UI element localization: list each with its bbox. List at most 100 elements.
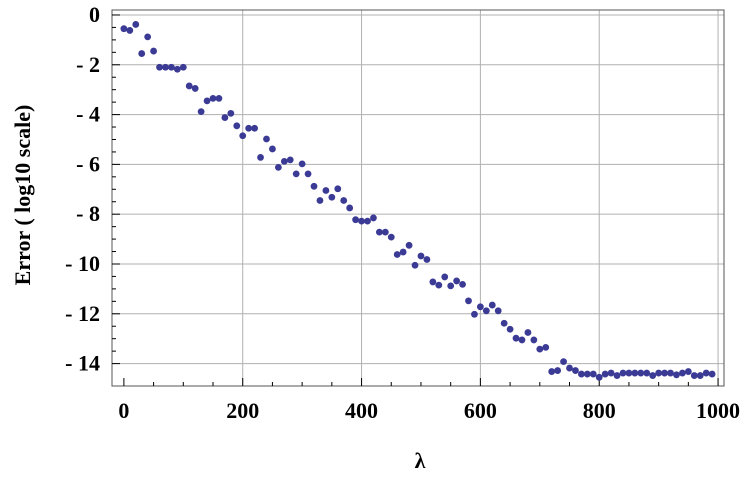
data-point xyxy=(251,124,259,132)
data-point xyxy=(245,124,253,132)
grid-lines xyxy=(112,10,724,386)
data-point xyxy=(572,367,579,374)
y-tick-label: - 8 xyxy=(76,201,100,226)
data-point xyxy=(423,256,431,263)
y-tick-label: - 2 xyxy=(76,52,100,77)
data-point xyxy=(684,368,692,375)
data-point xyxy=(577,370,585,378)
data-point xyxy=(215,94,223,102)
data-point xyxy=(156,63,163,71)
data-point xyxy=(168,63,175,71)
data-point xyxy=(690,372,698,379)
data-point xyxy=(286,156,294,164)
data-point xyxy=(566,364,573,372)
data-point xyxy=(316,197,324,204)
data-point xyxy=(375,228,383,236)
data-point xyxy=(595,373,603,381)
y-tick-label: - 6 xyxy=(76,151,100,176)
data-point xyxy=(227,109,235,117)
data-point xyxy=(506,325,514,333)
data-point xyxy=(494,307,502,315)
data-point xyxy=(352,216,360,224)
data-point xyxy=(274,163,282,171)
data-point xyxy=(263,135,270,143)
y-axis-ticks: 0 - 2 - 4 - 6 - 8 - 10 - 12 - 14 xyxy=(65,2,120,376)
data-point xyxy=(179,63,187,71)
data-point xyxy=(661,369,668,377)
data-point xyxy=(488,301,496,309)
plot-frame xyxy=(111,9,725,387)
data-point xyxy=(126,27,134,34)
data-point xyxy=(560,358,567,365)
data-point xyxy=(471,310,478,318)
data-point xyxy=(583,370,591,378)
data-point xyxy=(655,369,663,377)
x-tick-label: 800 xyxy=(583,398,616,423)
data-point xyxy=(589,370,597,378)
x-tick-label: 0 xyxy=(118,398,129,423)
data-point xyxy=(298,160,306,168)
data-point xyxy=(453,277,461,285)
data-point xyxy=(441,273,449,281)
data-point xyxy=(138,50,146,57)
y-tick-label: - 12 xyxy=(65,301,100,326)
data-point xyxy=(233,122,241,130)
data-point xyxy=(619,369,627,377)
data-point xyxy=(613,372,621,379)
data-point xyxy=(649,372,657,379)
data-point xyxy=(173,65,181,73)
data-point xyxy=(459,281,466,288)
data-point xyxy=(197,108,205,115)
y-axis-label: Error ( log10 scale) xyxy=(10,105,35,286)
data-point xyxy=(292,170,300,178)
data-point xyxy=(340,197,348,204)
data-point xyxy=(625,369,633,377)
data-point xyxy=(310,182,318,190)
data-point xyxy=(162,63,169,71)
data-point xyxy=(405,241,413,249)
x-axis-ticks: 0 200 400 600 800 1000 xyxy=(118,378,740,423)
data-point xyxy=(679,369,686,377)
data-point xyxy=(370,214,377,222)
data-point xyxy=(221,114,229,121)
data-point xyxy=(696,372,704,379)
data-point xyxy=(465,297,472,305)
data-point xyxy=(524,329,532,336)
data-point xyxy=(411,261,419,269)
data-point xyxy=(150,47,157,55)
data-point xyxy=(239,132,247,140)
data-point xyxy=(191,85,199,92)
data-point xyxy=(530,336,538,344)
y-tick-label: 0 xyxy=(89,2,100,27)
data-point xyxy=(554,367,562,374)
y-tick-label: - 14 xyxy=(65,351,100,376)
data-point xyxy=(542,344,550,351)
data-point xyxy=(144,33,152,41)
data-point xyxy=(447,282,455,290)
data-point xyxy=(435,281,443,289)
data-point xyxy=(417,252,425,260)
data-point xyxy=(381,228,389,236)
data-point xyxy=(399,248,407,256)
data-point xyxy=(476,303,484,311)
data-point xyxy=(358,217,365,225)
data-point xyxy=(548,368,556,375)
data-point xyxy=(482,307,490,315)
data-point xyxy=(708,370,716,378)
data-point xyxy=(203,97,211,105)
data-point xyxy=(364,217,371,225)
data-points xyxy=(120,21,716,381)
x-tick-label: 400 xyxy=(345,398,378,423)
data-point xyxy=(304,170,312,178)
data-point xyxy=(536,345,544,353)
data-point xyxy=(322,187,330,194)
data-point xyxy=(269,145,276,153)
data-point xyxy=(257,154,264,161)
data-point xyxy=(601,370,609,378)
data-point xyxy=(387,233,395,241)
data-point xyxy=(280,157,288,165)
data-point xyxy=(631,369,639,377)
y-tick-label: - 4 xyxy=(76,102,100,127)
x-tick-label: 1000 xyxy=(696,398,740,423)
